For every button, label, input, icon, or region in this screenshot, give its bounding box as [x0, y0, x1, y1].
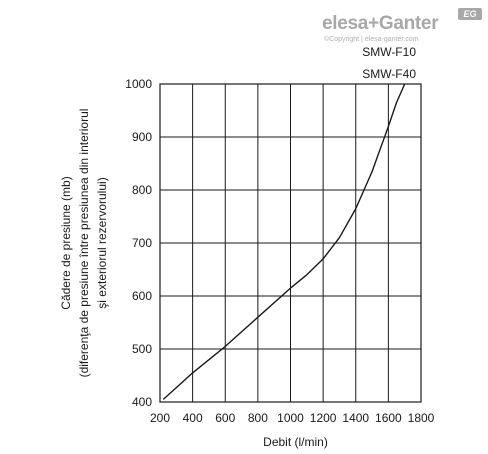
y-axis-label-line-3: şi exteriorul rezervorului): [95, 177, 109, 308]
x-tick-label-8: 1800: [408, 411, 435, 425]
plot-frame: [159, 83, 422, 403]
y-tick-label-5: 900: [132, 130, 152, 144]
series-label-2: SMW-F40: [362, 67, 416, 81]
x-tick-label-4: 1000: [277, 411, 304, 425]
series-label-1: SMW-F10: [362, 45, 416, 59]
x-tick-label-1: 400: [183, 411, 203, 425]
logo-badge: EG: [458, 8, 482, 20]
x-tick-label-3: 800: [248, 411, 268, 425]
x-tick-label-0: 200: [150, 411, 170, 425]
x-tick-label-7: 1600: [375, 411, 402, 425]
x-axis-label: Debit (l/min): [263, 435, 328, 449]
elesa-ganter-logo: elesa+Ganter EG ©Copyright | elesa-gante…: [316, 8, 486, 48]
y-axis-label-line-2: (diferenţa de presiune între presiunea d…: [77, 109, 91, 378]
y-tick-label-4: 800: [132, 183, 152, 197]
x-tick-label-2: 600: [215, 411, 235, 425]
logo-copyright: ©Copyright | elesa-ganter.com: [324, 36, 419, 43]
y-tick-label-3: 700: [132, 236, 152, 250]
y-tick-label-6: 1000: [125, 77, 152, 91]
y-tick-label-0: 400: [132, 395, 152, 409]
x-tick-label-6: 1400: [342, 411, 369, 425]
series-line-0: [162, 83, 406, 400]
y-tick-label-2: 600: [132, 289, 152, 303]
y-axis-label-line-1: Cădere de presiune (mb): [59, 176, 73, 309]
x-tick-label-5: 1200: [310, 411, 337, 425]
logo-brand-text: elesa+Ganter: [322, 13, 439, 34]
y-tick-label-1: 500: [132, 342, 152, 356]
